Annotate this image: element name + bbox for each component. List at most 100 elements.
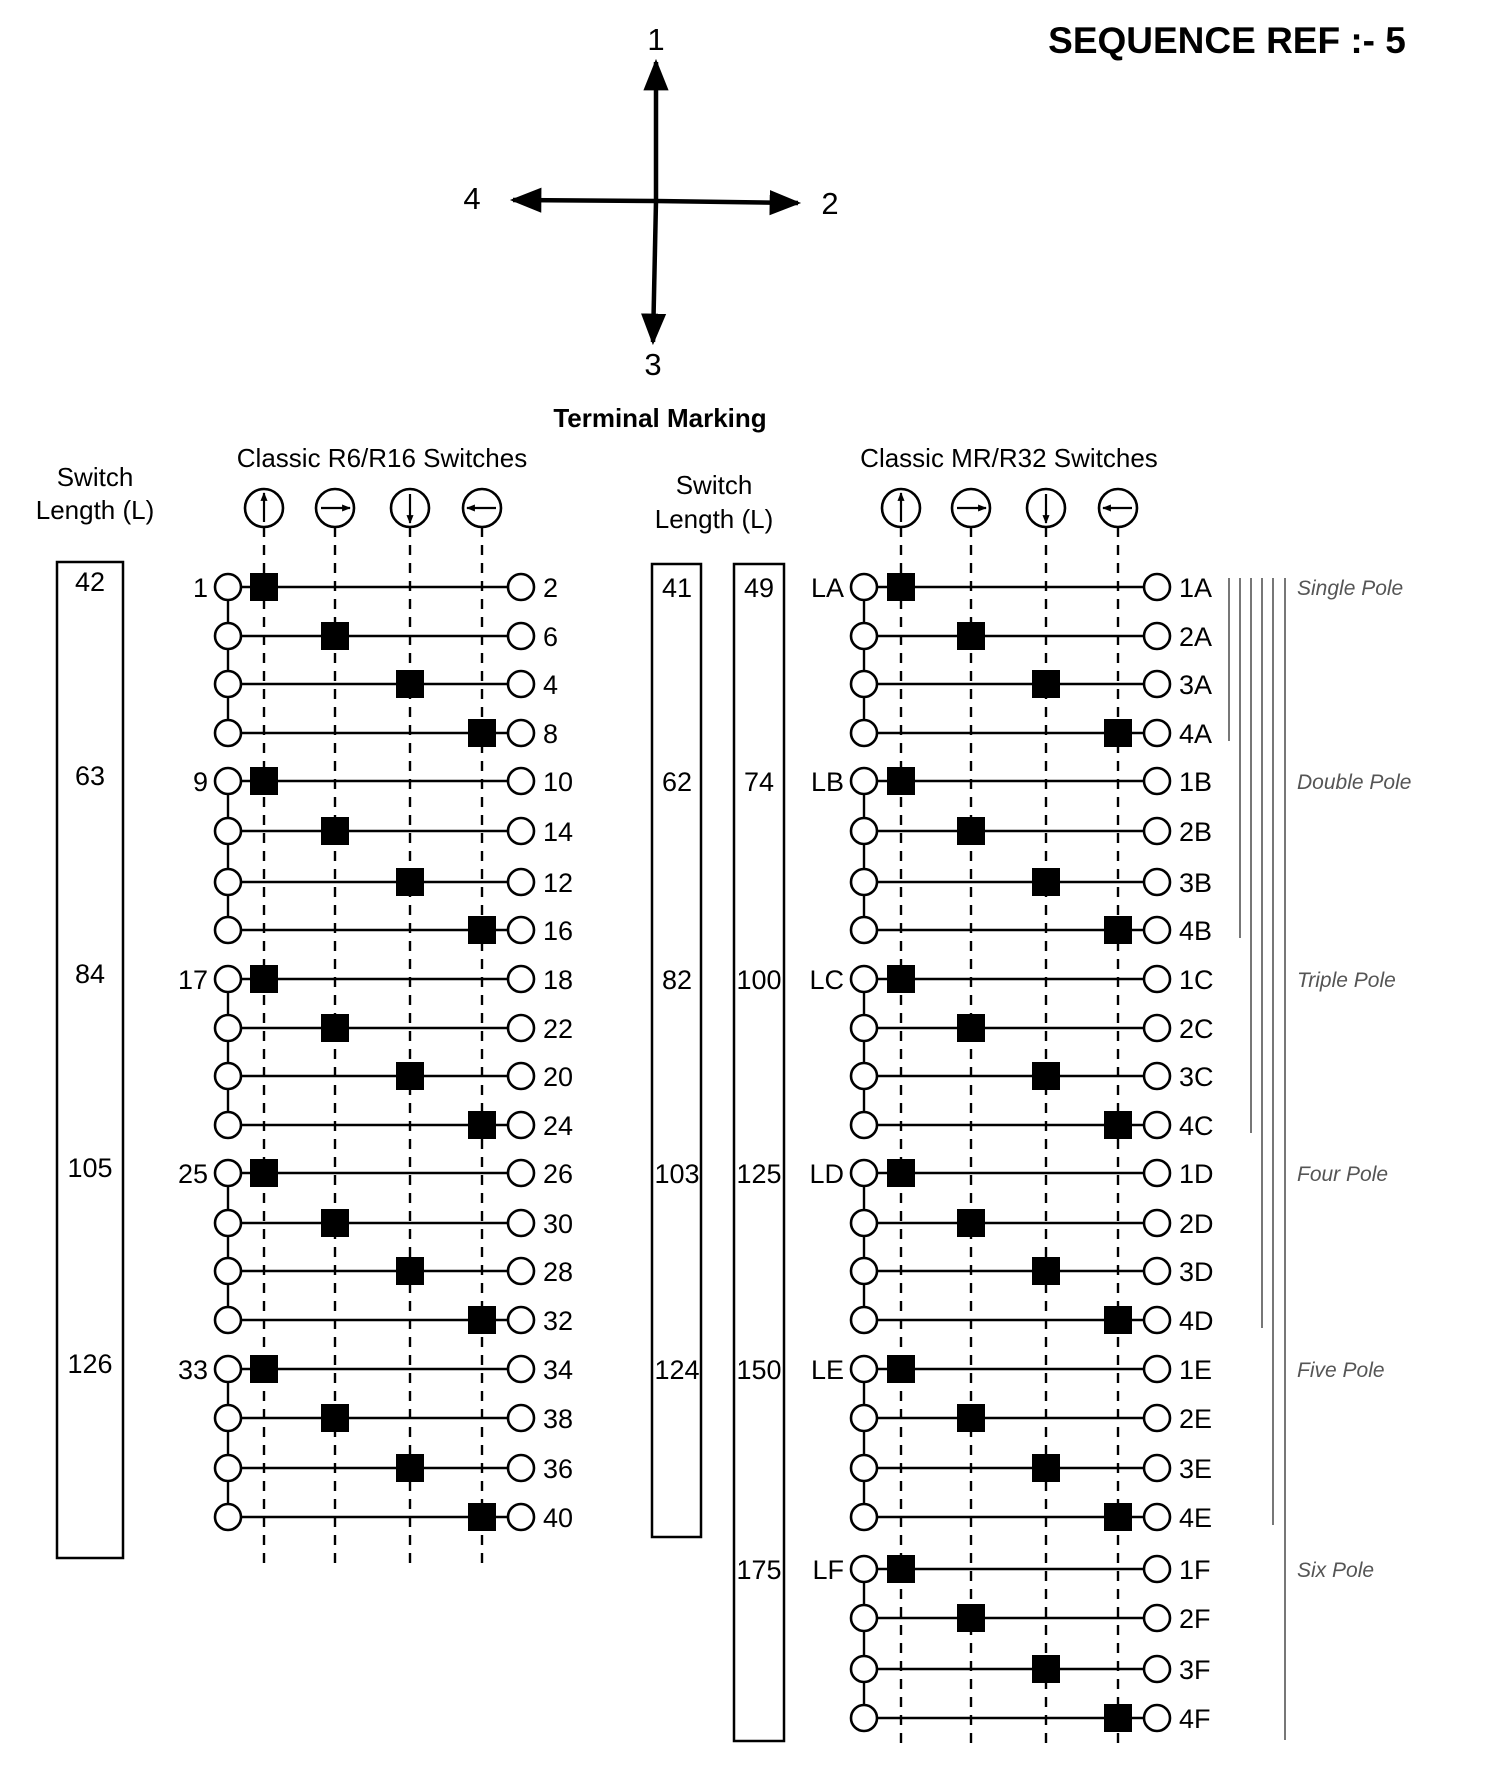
right-terminal-label: 4E	[1179, 1503, 1212, 1533]
right-terminal	[506, 816, 536, 846]
right-terminal	[506, 1354, 536, 1384]
right-terminal-label: 1B	[1179, 767, 1212, 797]
left-switch-length-label-line2: Length (L)	[36, 495, 155, 525]
closed-contact-marker	[1032, 1062, 1060, 1090]
right-contact-row: 2E	[849, 1403, 1212, 1434]
closed-contact-marker	[957, 1014, 985, 1042]
right-terminal	[1142, 1403, 1172, 1433]
right-contact-row: 2F	[849, 1603, 1211, 1634]
right-switch-length-value-a: 124	[654, 1355, 699, 1385]
right-contact-row: 2D	[849, 1208, 1214, 1239]
left-terminal	[213, 669, 243, 699]
closed-contact-marker	[887, 1355, 915, 1383]
right-terminal-label: 10	[543, 767, 573, 797]
closed-contact-marker	[887, 1555, 915, 1583]
arrow-left-icon	[1097, 487, 1139, 529]
left-terminal	[849, 1354, 879, 1384]
left-contact-row: 4	[213, 669, 558, 700]
right-contact-row: 2B	[849, 816, 1212, 847]
left-terminal	[849, 964, 879, 994]
right-contact-row: 3A	[849, 669, 1212, 700]
left-contact-row: 38	[213, 1403, 573, 1434]
right-terminal-label: 1D	[1179, 1159, 1214, 1189]
arrow-down-icon	[389, 487, 431, 529]
right-terminal-label: 6	[543, 622, 558, 652]
right-terminal	[506, 867, 536, 897]
left-contact-row: 28	[213, 1256, 573, 1287]
right-switch-length-value-b: 100	[736, 965, 781, 995]
right-contact-row: 3D	[849, 1256, 1214, 1287]
left-contact-row: 12	[213, 867, 573, 898]
right-terminal	[1142, 1208, 1172, 1238]
right-terminal	[506, 1453, 536, 1483]
left-terminal-label: 17	[178, 965, 208, 995]
right-terminal-label: 3D	[1179, 1257, 1214, 1287]
right-terminal	[506, 1403, 536, 1433]
right-contact-row: LA 1A	[811, 572, 1212, 603]
right-terminal-label: 2E	[1179, 1404, 1212, 1434]
right-terminal-label: 20	[543, 1062, 573, 1092]
right-terminal	[506, 766, 536, 796]
closed-contact-marker	[1104, 1111, 1132, 1139]
left-contact-row: 17 18	[178, 964, 573, 995]
left-terminal	[213, 1403, 243, 1433]
right-terminal-label: 22	[543, 1014, 573, 1044]
left-terminal-label: 33	[178, 1355, 208, 1385]
right-terminal-label: 4D	[1179, 1306, 1214, 1336]
right-terminal-label: 18	[543, 965, 573, 995]
right-terminal	[1142, 1502, 1172, 1532]
right-terminal	[1142, 718, 1172, 748]
right-terminal-label: 36	[543, 1454, 573, 1484]
pole-label: Triple Pole	[1297, 969, 1396, 992]
left-terminal	[213, 816, 243, 846]
closed-contact-marker	[887, 965, 915, 993]
left-terminal-label: 1	[193, 573, 208, 603]
closed-contact-marker	[321, 622, 349, 650]
closed-contact-marker	[468, 1503, 496, 1531]
left-terminal	[213, 1502, 243, 1532]
left-switch-length-value: 105	[67, 1153, 112, 1183]
direction-label-2: 2	[821, 186, 838, 221]
left-terminal	[849, 1654, 879, 1684]
right-terminal-label: 34	[543, 1355, 573, 1385]
left-contact-row: 22	[213, 1013, 573, 1044]
left-contact-row: 14	[213, 816, 573, 847]
right-contact-row: 3C	[849, 1061, 1214, 1092]
right-terminal	[506, 1158, 536, 1188]
direction-label-4: 4	[463, 181, 480, 216]
right-switch-length-value-a: 82	[662, 965, 692, 995]
pole-label: Five Pole	[1297, 1359, 1385, 1382]
closed-contact-marker	[887, 767, 915, 795]
direction-arrow-right	[655, 190, 802, 216]
closed-contact-marker	[1104, 1704, 1132, 1732]
right-contact-row: 2A	[849, 621, 1212, 652]
left-contact-row: 25 26	[178, 1158, 573, 1189]
right-terminal	[506, 1502, 536, 1532]
direction-arrow-down	[641, 200, 667, 346]
right-terminal	[1142, 915, 1172, 945]
right-terminal	[506, 621, 536, 651]
closed-contact-marker	[957, 1404, 985, 1432]
right-switch-length-value-b: 74	[744, 767, 774, 797]
left-terminal	[849, 621, 879, 651]
left-terminal	[849, 572, 879, 602]
closed-contact-marker	[957, 622, 985, 650]
right-terminal-label: 2C	[1179, 1014, 1214, 1044]
left-terminal-label: LA	[811, 573, 844, 603]
right-contact-row: 4A	[849, 718, 1212, 749]
right-switch-length-label-line2: Length (L)	[655, 504, 774, 534]
right-length-box-a	[650, 562, 703, 1539]
closed-contact-marker	[1032, 1454, 1060, 1482]
left-terminal	[849, 1061, 879, 1091]
left-terminal	[213, 915, 243, 945]
closed-contact-marker	[887, 573, 915, 601]
left-terminal	[849, 1013, 879, 1043]
right-terminal	[506, 964, 536, 994]
left-contact-row: 32	[213, 1305, 573, 1336]
right-terminal	[1142, 572, 1172, 602]
closed-contact-marker	[321, 1404, 349, 1432]
left-terminal-label: 25	[178, 1159, 208, 1189]
right-switch-length-value-b: 150	[736, 1355, 781, 1385]
arrow-left-icon	[461, 487, 503, 529]
left-terminal-label: LC	[809, 965, 844, 995]
